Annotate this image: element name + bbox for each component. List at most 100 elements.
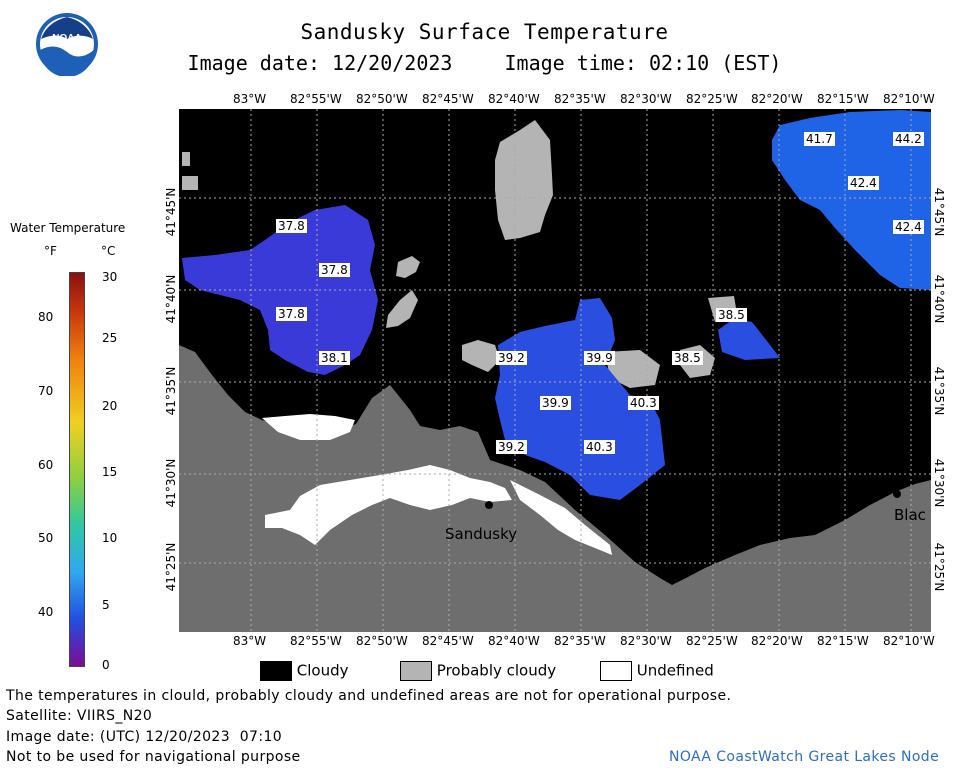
c-tick: 10 [102, 531, 118, 545]
temperature-label: 44.2 [893, 132, 924, 146]
disclaimer-text: The temperatures in clould, probably clo… [6, 688, 732, 704]
navigation-warning: Not to be used for navigational purpose [6, 749, 301, 765]
undefined-area [262, 414, 355, 440]
f-tick: 40 [38, 605, 54, 619]
temperature-map [179, 109, 931, 632]
f-tick: 60 [38, 458, 54, 472]
lat-label-left: 41°30'N [164, 458, 178, 508]
credit-text: NOAA CoastWatch Great Lakes Node [669, 749, 940, 765]
temperature-label: 42.4 [893, 220, 924, 234]
lon-label-bottom: 82°10'W [883, 634, 935, 648]
land-area [179, 345, 931, 632]
lon-label-top: 82°25'W [686, 92, 738, 106]
f-tick: 50 [38, 531, 54, 545]
water-temp-area [772, 110, 931, 290]
probably-cloudy-area [396, 256, 420, 278]
temperature-label: 42.4 [848, 176, 879, 190]
satellite-text: Satellite: VIIRS_N20 [6, 708, 153, 724]
sandusky-marker [485, 501, 493, 509]
undefined-area [265, 465, 512, 545]
f-tick: 80 [38, 310, 54, 324]
key-undefined: Undefined [600, 661, 714, 681]
probably-cloudy-swatch [400, 661, 432, 681]
probably-cloudy-area [495, 120, 553, 240]
water-temp-area [718, 318, 780, 360]
lat-label-right: 41°35'N [932, 366, 946, 416]
lon-label-top: 83°W [233, 92, 267, 106]
place-label-blac: Blac [894, 506, 926, 524]
c-tick: 20 [102, 399, 118, 413]
temperature-label: 37.8 [319, 263, 350, 277]
lon-label-top: 82°50'W [356, 92, 408, 106]
lon-label-bottom: 82°50'W [356, 634, 408, 648]
lat-label-left: 41°35'N [164, 366, 178, 416]
c-tick: 30 [102, 270, 118, 284]
lat-label-left: 41°25'N [164, 542, 178, 592]
logo-text: NOAA [52, 33, 81, 44]
lon-label-top: 82°30'W [620, 92, 672, 106]
lon-label-top: 82°10'W [883, 92, 935, 106]
undefined-area [510, 480, 612, 555]
lon-label-top: 82°35'W [554, 92, 606, 106]
temperature-label: 38.1 [319, 351, 350, 365]
key-probably-cloudy: Probably cloudy [400, 661, 556, 681]
image-date: Image date: 12/20/2023 [187, 51, 453, 75]
page-title: Sandusky Surface Temperature [300, 20, 669, 44]
temperature-label: 41.7 [804, 132, 835, 146]
temperature-label: 39.9 [584, 351, 615, 365]
probably-cloudy-area [462, 340, 500, 372]
f-tick: 70 [38, 384, 54, 398]
lon-label-bottom: 83°W [233, 634, 267, 648]
image-datetime: Image date: 12/20/2023 Image time: 02:10… [0, 51, 969, 75]
place-label-sandusky: Sandusky [445, 525, 518, 543]
c-tick: 25 [102, 331, 118, 345]
lon-label-top: 82°40'W [488, 92, 540, 106]
lon-label-bottom: 82°35'W [554, 634, 606, 648]
temperature-label: 39.2 [496, 351, 527, 365]
temperature-label: 38.5 [672, 351, 703, 365]
c-tick: 15 [102, 465, 118, 479]
blac-marker [893, 490, 901, 498]
lon-label-bottom: 82°40'W [488, 634, 540, 648]
lon-label-top: 82°45'W [422, 92, 474, 106]
temperature-label: 40.3 [584, 440, 615, 454]
map-grid [179, 109, 931, 632]
noaa-logo: NOAA [35, 12, 99, 77]
legend-unit-f: °F [44, 244, 57, 258]
lat-label-right: 41°40'N [932, 274, 946, 324]
legend-unit-c: °C [101, 244, 116, 258]
cloudy-swatch [260, 661, 292, 681]
lon-label-bottom: 82°20'W [751, 634, 803, 648]
c-tick: 0 [102, 658, 110, 672]
lat-label-left: 41°45'N [164, 187, 178, 237]
lat-label-right: 41°25'N [932, 542, 946, 592]
undefined-swatch [600, 661, 632, 681]
lat-label-right: 41°45'N [932, 187, 946, 237]
utc-date-text: Image date: (UTC) 12/20/2023 07:10 [6, 729, 283, 745]
lon-label-bottom: 82°30'W [620, 634, 672, 648]
c-tick: 5 [102, 598, 110, 612]
probably-cloudy-area [386, 290, 418, 328]
lon-label-top: 82°15'W [817, 92, 869, 106]
cloudy-label: Cloudy [296, 661, 349, 680]
lon-label-top: 82°55'W [290, 92, 342, 106]
lon-label-bottom: 82°25'W [686, 634, 738, 648]
lon-label-bottom: 82°15'W [817, 634, 869, 648]
image-time: Image time: 02:10 (EST) [504, 51, 782, 75]
lat-label-left: 41°40'N [164, 274, 178, 324]
probably-cloudy-label: Probably cloudy [436, 661, 557, 680]
lon-label-top: 82°20'W [751, 92, 803, 106]
temperature-label: 39.2 [496, 440, 527, 454]
lon-label-bottom: 82°45'W [422, 634, 474, 648]
undefined-label: Undefined [636, 661, 714, 680]
lon-label-bottom: 82°55'W [290, 634, 342, 648]
temperature-label: 37.8 [276, 307, 307, 321]
probably-cloudy-area [182, 176, 198, 190]
water-temp-area [495, 298, 665, 500]
lat-label-right: 41°30'N [932, 458, 946, 508]
temperature-label: 39.9 [540, 396, 571, 410]
color-scale-bar [69, 272, 85, 667]
probably-cloudy-area [605, 350, 660, 388]
temperature-label: 38.5 [716, 308, 747, 322]
temperature-label: 37.8 [276, 219, 307, 233]
